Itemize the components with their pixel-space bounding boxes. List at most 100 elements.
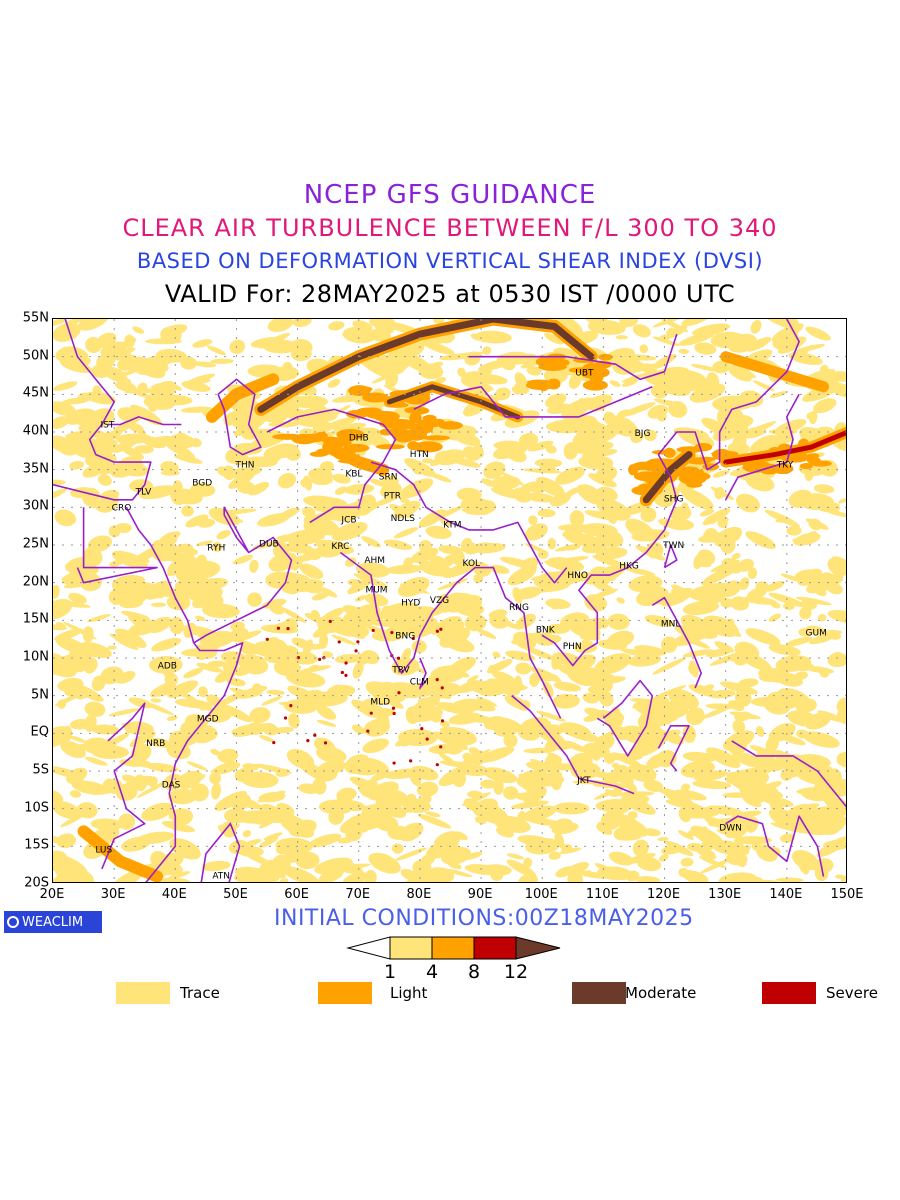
- trace-patch: [142, 436, 167, 449]
- trace-patch: [620, 648, 653, 658]
- trace-patch: [770, 319, 800, 330]
- trace-patch: [410, 547, 439, 563]
- trace-patch: [205, 707, 228, 712]
- trace-patch: [678, 830, 694, 840]
- trace-patch: [543, 368, 568, 384]
- station-nrb: NRB: [146, 739, 165, 749]
- trace-patch: [77, 392, 88, 400]
- trace-patch: [57, 677, 84, 692]
- trace-patch: [652, 336, 680, 347]
- severe-dot: [391, 706, 396, 710]
- trace-patch: [578, 871, 610, 879]
- trace-patch: [310, 609, 321, 622]
- trace-patch: [584, 594, 607, 612]
- station-shg: SHG: [664, 494, 683, 504]
- trace-patch: [720, 598, 734, 608]
- trace-patch: [368, 852, 401, 874]
- trace-patch: [688, 663, 699, 676]
- trace-patch: [237, 640, 274, 659]
- light-patch: [582, 379, 608, 391]
- trace-patch: [796, 787, 818, 794]
- coastline: [724, 393, 800, 501]
- trace-patch: [315, 539, 355, 555]
- trace-patch: [159, 542, 188, 552]
- severe-dot: [392, 761, 396, 765]
- station-bjg: BJG: [635, 429, 651, 439]
- trace-patch: [755, 726, 765, 737]
- trace-patch: [53, 319, 67, 327]
- trace-patch: [550, 492, 571, 507]
- light-patch: [568, 367, 582, 373]
- trace-patch: [352, 757, 375, 762]
- trace-patch: [237, 691, 263, 699]
- trace-patch: [167, 680, 199, 699]
- trace-patch: [69, 790, 82, 798]
- trace-patch: [700, 623, 710, 637]
- trace-patch: [328, 808, 344, 825]
- trace-patch: [406, 793, 417, 806]
- trace-patch: [53, 416, 69, 429]
- trace-patch: [263, 832, 283, 841]
- trace-patch: [102, 778, 115, 794]
- trace-patch: [607, 613, 630, 630]
- trace-patch: [592, 588, 618, 599]
- trace-patch: [258, 817, 278, 829]
- trace-patch: [564, 532, 603, 547]
- trace-patch: [425, 525, 452, 539]
- trace-patch: [206, 345, 226, 356]
- lat-label: 10N: [22, 649, 49, 665]
- trace-patch: [82, 626, 94, 643]
- severe-dot: [289, 704, 293, 708]
- trace-patch: [87, 614, 111, 623]
- trace-patch: [74, 873, 94, 882]
- station-phn: PHN: [563, 642, 582, 652]
- trace-patch: [322, 416, 357, 431]
- trace-patch: [764, 580, 785, 592]
- trace-patch: [148, 776, 158, 788]
- trace-patch: [439, 760, 477, 769]
- trace-patch: [240, 771, 279, 789]
- trace-patch: [787, 710, 819, 727]
- trace-patch: [190, 783, 209, 802]
- trace-patch: [252, 540, 284, 550]
- trace-patch: [648, 372, 671, 382]
- trace-patch: [310, 475, 333, 486]
- trace-patch: [594, 653, 632, 675]
- trace-patch: [97, 474, 112, 486]
- trace-patch: [791, 849, 819, 871]
- trace-patch: [692, 780, 732, 789]
- severe-dot: [356, 640, 360, 644]
- trace-patch: [211, 782, 221, 800]
- trace-patch: [580, 523, 618, 537]
- lon-label: 80E: [406, 887, 432, 902]
- trace-patch: [507, 565, 537, 586]
- trace-patch: [454, 831, 468, 841]
- trace-patch: [678, 332, 715, 346]
- trace-patch: [681, 783, 691, 792]
- jet-band: [325, 444, 387, 473]
- trace-patch: [832, 556, 846, 564]
- trace-patch: [691, 323, 731, 337]
- trace-patch: [447, 667, 470, 678]
- station-ktm: KTM: [443, 521, 461, 531]
- station-mnl: MNL: [661, 619, 681, 629]
- weaclim-badge: WEACLIM: [4, 911, 102, 933]
- severe-dot: [283, 716, 288, 720]
- trace-patch: [448, 698, 483, 714]
- station-atn: ATN: [212, 872, 230, 882]
- trace-patch: [94, 430, 122, 443]
- trace-patch: [194, 615, 206, 621]
- trace-patch: [186, 761, 208, 771]
- jet-band: [723, 430, 846, 465]
- trace-patch: [751, 838, 761, 851]
- trace-patch: [412, 859, 432, 875]
- trace-patch: [512, 587, 523, 604]
- trace-patch: [732, 719, 746, 734]
- chart-title: NCEP GFS GUIDANCE: [303, 180, 597, 210]
- trace-patch: [466, 675, 479, 683]
- light-patch: [375, 444, 405, 450]
- trace-patch: [681, 807, 720, 819]
- severe-dot: [440, 686, 444, 690]
- trace-patch: [353, 573, 389, 588]
- trace-patch: [769, 796, 784, 814]
